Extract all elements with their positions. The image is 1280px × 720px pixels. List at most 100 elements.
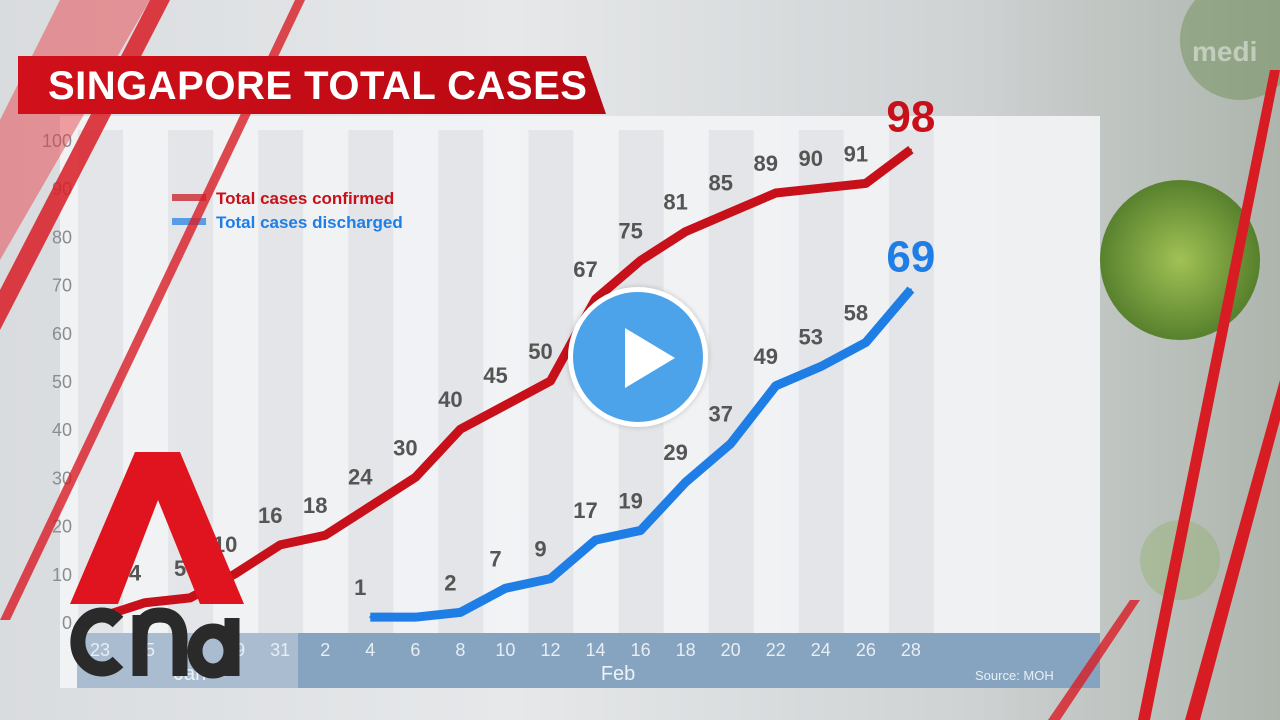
data-point xyxy=(504,587,507,590)
y-tick-label: 50 xyxy=(52,372,72,392)
data-point xyxy=(414,616,417,619)
data-label: 7 xyxy=(489,546,501,571)
y-tick-label: 70 xyxy=(52,276,72,296)
data-label: 69 xyxy=(886,232,935,281)
x-tick-label: 12 xyxy=(540,640,560,660)
data-label: 30 xyxy=(393,435,417,460)
data-label: 81 xyxy=(663,190,687,215)
data-label: 58 xyxy=(844,300,868,325)
source-note: Source: MOH xyxy=(975,668,1054,683)
data-point xyxy=(504,404,507,407)
y-tick-label: 60 xyxy=(52,324,72,344)
grid-stripe xyxy=(888,130,934,633)
data-label: 29 xyxy=(663,440,687,465)
data-point xyxy=(819,365,822,368)
x-tick-label: 10 xyxy=(495,640,515,660)
data-label: 1 xyxy=(354,575,366,600)
data-point xyxy=(909,288,912,291)
data-label: 91 xyxy=(844,141,868,166)
data-label: 16 xyxy=(258,503,282,528)
cna-logo xyxy=(70,452,244,679)
data-label: 37 xyxy=(708,402,732,427)
data-point xyxy=(234,572,237,575)
data-point xyxy=(864,182,867,185)
legend: Total cases confirmed Total cases discha… xyxy=(172,189,403,232)
x-tick-label: 16 xyxy=(631,640,651,660)
data-point xyxy=(639,259,642,262)
y-tick-label: 10 xyxy=(52,565,72,585)
x-tick-label: 28 xyxy=(901,640,921,660)
data-label: 67 xyxy=(573,257,597,282)
x-tick-label: 31 xyxy=(270,640,290,660)
data-point xyxy=(684,481,687,484)
data-label: 50 xyxy=(528,339,552,364)
data-point xyxy=(144,601,147,604)
legend-label-confirmed: Total cases confirmed xyxy=(216,189,394,208)
data-point xyxy=(774,192,777,195)
x-tick-label: 24 xyxy=(811,640,831,660)
legend-swatch-discharged xyxy=(172,218,206,225)
y-tick-label: 100 xyxy=(42,131,72,151)
data-label: 18 xyxy=(303,493,327,518)
data-point xyxy=(684,230,687,233)
data-label: 9 xyxy=(534,537,546,562)
play-button[interactable] xyxy=(568,287,708,427)
data-point xyxy=(459,428,462,431)
logo-lettering xyxy=(70,607,240,679)
grid-stripe xyxy=(438,130,484,633)
data-label: 40 xyxy=(438,387,462,412)
grid-stripe xyxy=(348,130,394,633)
data-point xyxy=(729,442,732,445)
data-point xyxy=(549,577,552,580)
data-label: 98 xyxy=(886,93,935,142)
x-tick-label: 20 xyxy=(721,640,741,660)
data-label: 49 xyxy=(754,344,778,369)
data-point xyxy=(549,380,552,382)
x-tick-label: 14 xyxy=(586,640,606,660)
data-point xyxy=(459,611,462,614)
data-point xyxy=(729,211,732,214)
data-point xyxy=(909,148,912,151)
data-label: 17 xyxy=(573,498,597,523)
x-tick-label: 23 xyxy=(90,640,110,660)
data-point xyxy=(864,341,867,344)
data-point xyxy=(324,534,327,537)
x-tick-label: 4 xyxy=(365,640,375,660)
x-tick-label: 2 xyxy=(320,640,330,660)
data-label: 85 xyxy=(708,170,732,195)
data-point xyxy=(189,596,192,599)
legend-swatch-confirmed xyxy=(172,194,206,201)
y-tick-label: 20 xyxy=(52,517,72,537)
data-point xyxy=(369,616,372,619)
data-label: 89 xyxy=(754,151,778,176)
grid-stripe xyxy=(798,130,844,633)
data-label: 45 xyxy=(483,363,507,388)
data-point xyxy=(369,505,372,508)
y-tick-label: 40 xyxy=(52,420,72,440)
data-label: 53 xyxy=(799,325,823,350)
month-label: Feb xyxy=(601,663,635,685)
x-tick-label: 8 xyxy=(455,640,465,660)
data-point xyxy=(639,529,642,532)
data-point xyxy=(774,384,777,387)
data-point xyxy=(279,543,282,546)
data-point xyxy=(819,187,822,190)
data-point xyxy=(414,476,417,479)
chart-title: SINGAPORE TOTAL CASES xyxy=(48,64,588,108)
data-point xyxy=(594,539,597,542)
data-label: 24 xyxy=(348,464,373,489)
x-tick-label: 22 xyxy=(766,640,786,660)
x-tick-label: 6 xyxy=(410,640,420,660)
x-tick-label: 26 xyxy=(856,640,876,660)
y-tick-label: 80 xyxy=(52,227,72,247)
data-label: 75 xyxy=(618,219,642,244)
data-label: 2 xyxy=(444,570,456,595)
legend-label-discharged: Total cases discharged xyxy=(216,213,403,232)
axis-band-feb xyxy=(298,633,1100,688)
watermark: medi xyxy=(1192,36,1258,67)
virus-image xyxy=(1100,0,1280,600)
data-label: 90 xyxy=(799,146,823,171)
title-bar xyxy=(18,56,606,114)
data-label: 19 xyxy=(618,488,642,513)
